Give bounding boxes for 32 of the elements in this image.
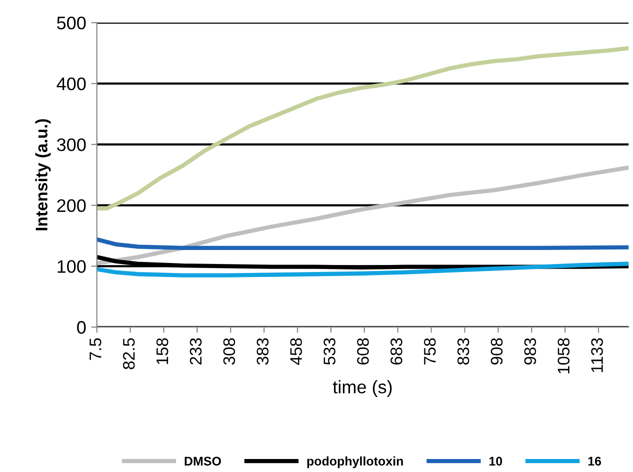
y-tick-label: 0 [77,321,86,334]
legend-label: podophyllotoxin [307,456,403,468]
x-tick-label: 458 [290,338,302,365]
line-series [96,165,629,266]
x-tick-label: 683 [390,338,402,364]
legend-label: 16 [588,456,602,466]
x-tick-label: 7.5 [90,338,102,360]
x-tick-label: 1133 [591,338,603,372]
x-tick-label: 983 [524,338,536,365]
x-tick-label: 533 [324,338,336,365]
y-tick-label: 500 [57,16,86,30]
x-axis-title: time (s) [332,380,392,397]
line-series [96,237,629,250]
x-tick-label: 233 [190,338,202,364]
line-series [96,262,629,278]
legend-label: 10 [489,456,502,466]
x-tick-label: 833 [457,338,470,365]
x-tick-label: 383 [256,338,269,365]
line-series [96,46,629,210]
y-tick-label: 400 [56,77,86,90]
y-tick-label: 300 [57,138,86,152]
y-tick-label: 200 [57,199,86,212]
x-tick-label: 1058 [558,338,570,374]
x-tick-label: 608 [357,338,369,364]
legend-label: DMSO [184,456,221,466]
x-tick-label: 758 [424,338,436,364]
x-tick-label: 908 [490,338,503,365]
x-tick-label: 308 [223,338,236,365]
y-axis-title: Intensity (a.u.) [35,119,51,230]
x-tick-label: 158 [156,338,168,364]
x-tick-label: 82.5 [122,338,135,370]
y-tick-label: 100 [58,260,86,273]
